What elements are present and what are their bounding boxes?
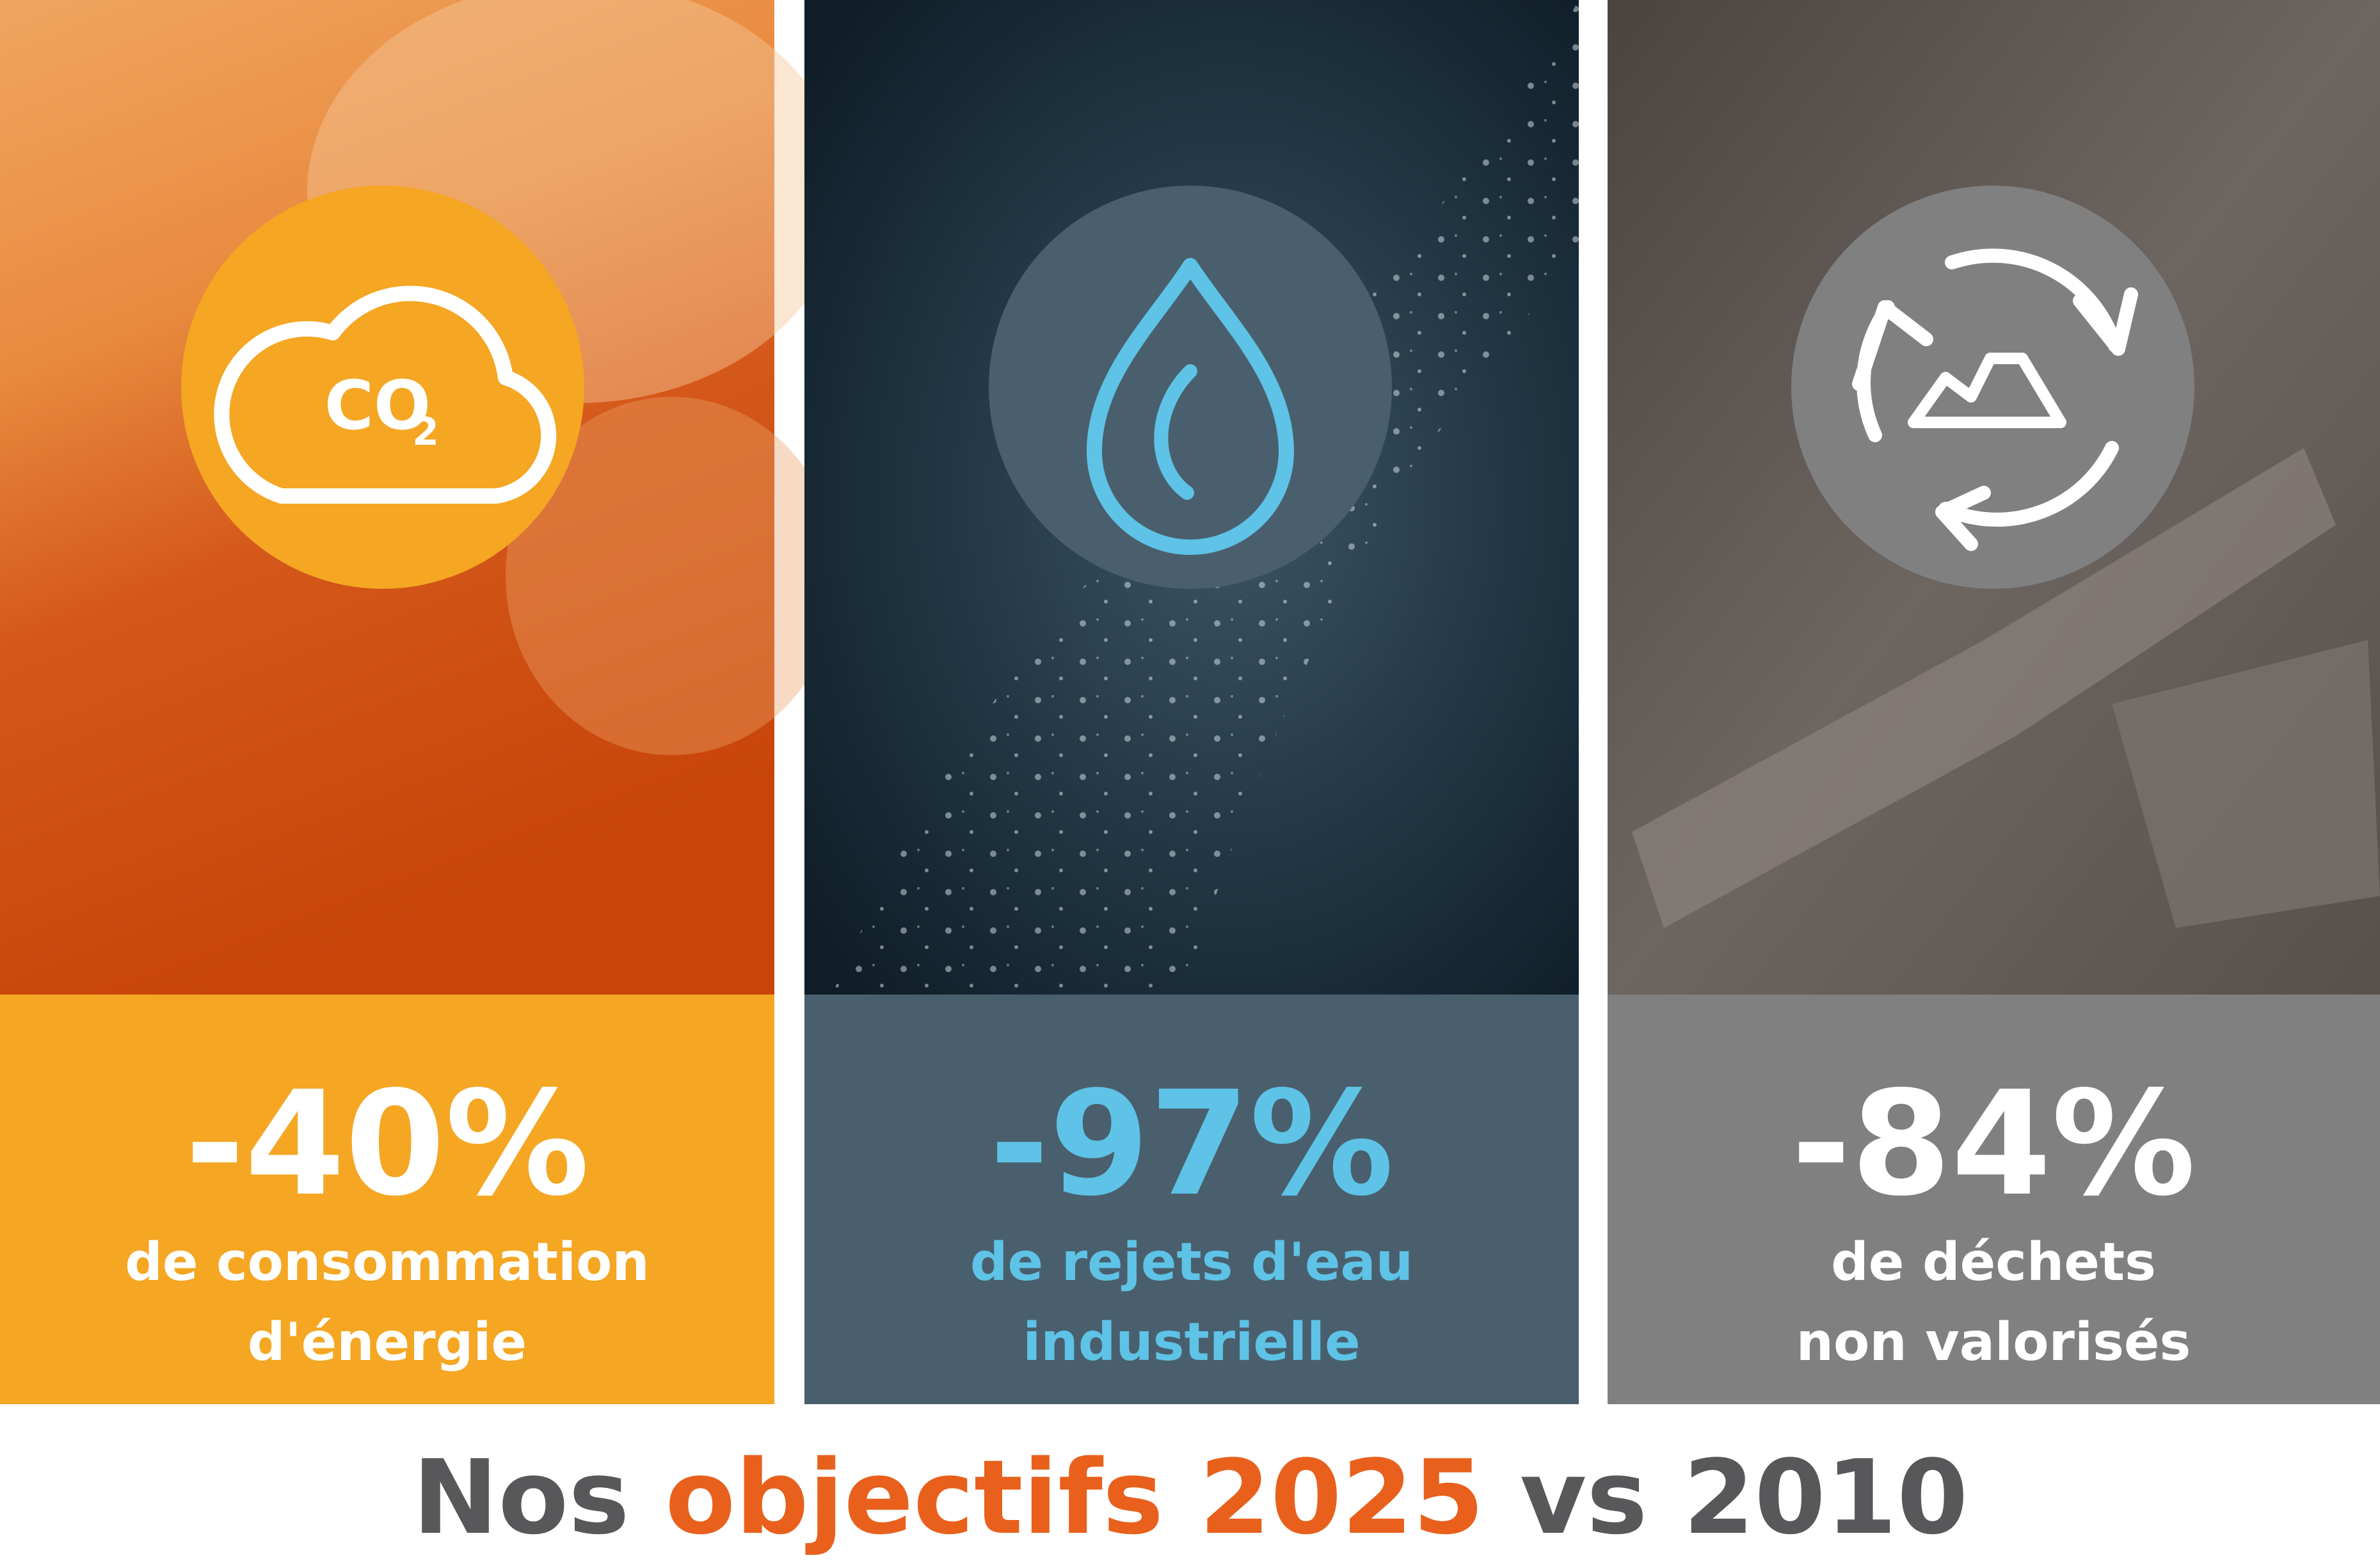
title-part: Nos [413, 1437, 630, 1557]
title-highlight: objectifs 2025 [665, 1437, 1484, 1557]
stat-value: -84% [1791, 1060, 2196, 1228]
co2-sub: 2 [412, 410, 439, 454]
stat-box [0, 995, 774, 1404]
panel-energy: CO 2 -40% de consommation d'énergie [0, 0, 845, 1404]
panel-waste: -84% de déchets non valorisés [1608, 0, 2380, 1404]
icon-circle [989, 186, 1392, 589]
stat-label: industrielle [1023, 1312, 1361, 1373]
cloud-icon [214, 285, 557, 504]
stat-box [804, 995, 1579, 1404]
page-title: Nos objectifs 2025 vs 2010 [413, 1437, 1969, 1557]
stat-box [1608, 995, 2380, 1404]
icon-circle [181, 186, 584, 589]
recycle-icon [1852, 248, 2138, 551]
stat-label: de déchets [1831, 1232, 2156, 1293]
stat-value: -40% [185, 1060, 589, 1228]
stat-label: de rejets d'eau [970, 1232, 1413, 1293]
stat-value: -97% [989, 1060, 1394, 1228]
panel-water: -97% de rejets d'eau industrielle [804, 0, 1579, 1404]
drop-icon [1087, 258, 1294, 555]
stat-label: de consommation [125, 1232, 650, 1293]
stat-label: non valorisés [1796, 1312, 2191, 1373]
co2-text: CO [324, 367, 431, 445]
title-part: vs 2010 [1520, 1437, 1969, 1557]
icon-circle [1791, 186, 2194, 589]
stat-label: d'énergie [248, 1312, 527, 1373]
